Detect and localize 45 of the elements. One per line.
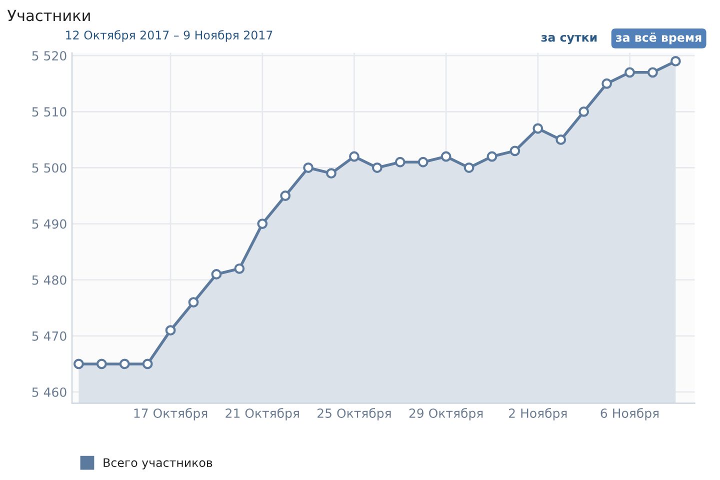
y-tick-label: 5 510 [32,107,66,117]
point [624,67,635,78]
point [119,358,130,370]
point [510,146,520,156]
x-tick-label: 21 Октября [226,408,299,420]
point [280,190,291,201]
x-tick-label: 17 Октября [134,408,208,420]
point [647,67,658,78]
y-tick-label: 5 490 [32,219,66,229]
point [440,151,452,162]
x-tick-label: 25 Октября [318,408,391,420]
point [257,218,268,230]
point [394,156,406,168]
point [165,325,176,336]
point [142,358,153,370]
point [188,297,199,308]
point [670,56,681,66]
point [303,162,314,173]
point [532,123,544,134]
point [96,358,107,370]
point [349,151,360,162]
text: за всё время [616,32,702,44]
y-tick-label: 5 470 [32,331,66,341]
point [418,156,428,168]
y-tick-label: 5 520 [32,51,66,61]
x-tick-label: 6 Ноября [600,408,659,420]
y-tick-label: 5 460 [32,387,66,397]
point [211,269,222,280]
point [326,168,336,179]
y-tick-label: 5 480 [32,275,66,285]
point [73,358,84,370]
point [234,263,245,274]
x-tick-label: 29 Октября [409,408,483,420]
point [486,151,498,162]
chart-subtitle: 12 Октября 2017 – 9 Ноября 2017 [66,30,272,42]
y-tick-label: 5 500 [32,163,66,173]
chart-title: Участники [7,10,90,22]
x-tick-label: 2 Ноября [508,408,567,420]
point [578,106,590,117]
point [556,134,566,145]
legend-label: Всего участников [104,458,212,470]
point [464,162,474,173]
text: за сутки [541,34,597,44]
point [602,78,612,89]
point [372,162,382,173]
